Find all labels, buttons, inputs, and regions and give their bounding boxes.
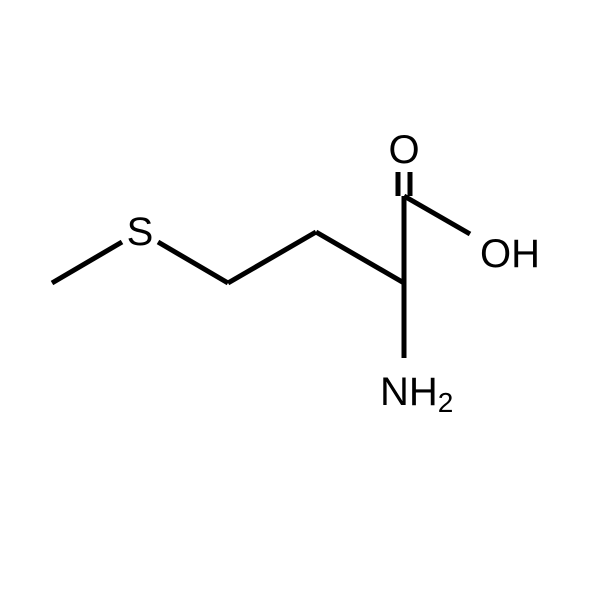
bond-line [316, 232, 404, 283]
atom-label: OH [480, 232, 540, 276]
atom-label: O [388, 128, 419, 172]
bond-line [158, 242, 228, 283]
bond-line [228, 232, 316, 283]
molecule-diagram: S O OH NH2 [0, 0, 600, 600]
bond-line [52, 242, 122, 283]
atom-label: NH2 [380, 370, 453, 418]
atom-label: S [127, 210, 154, 254]
bond-line [404, 196, 470, 234]
